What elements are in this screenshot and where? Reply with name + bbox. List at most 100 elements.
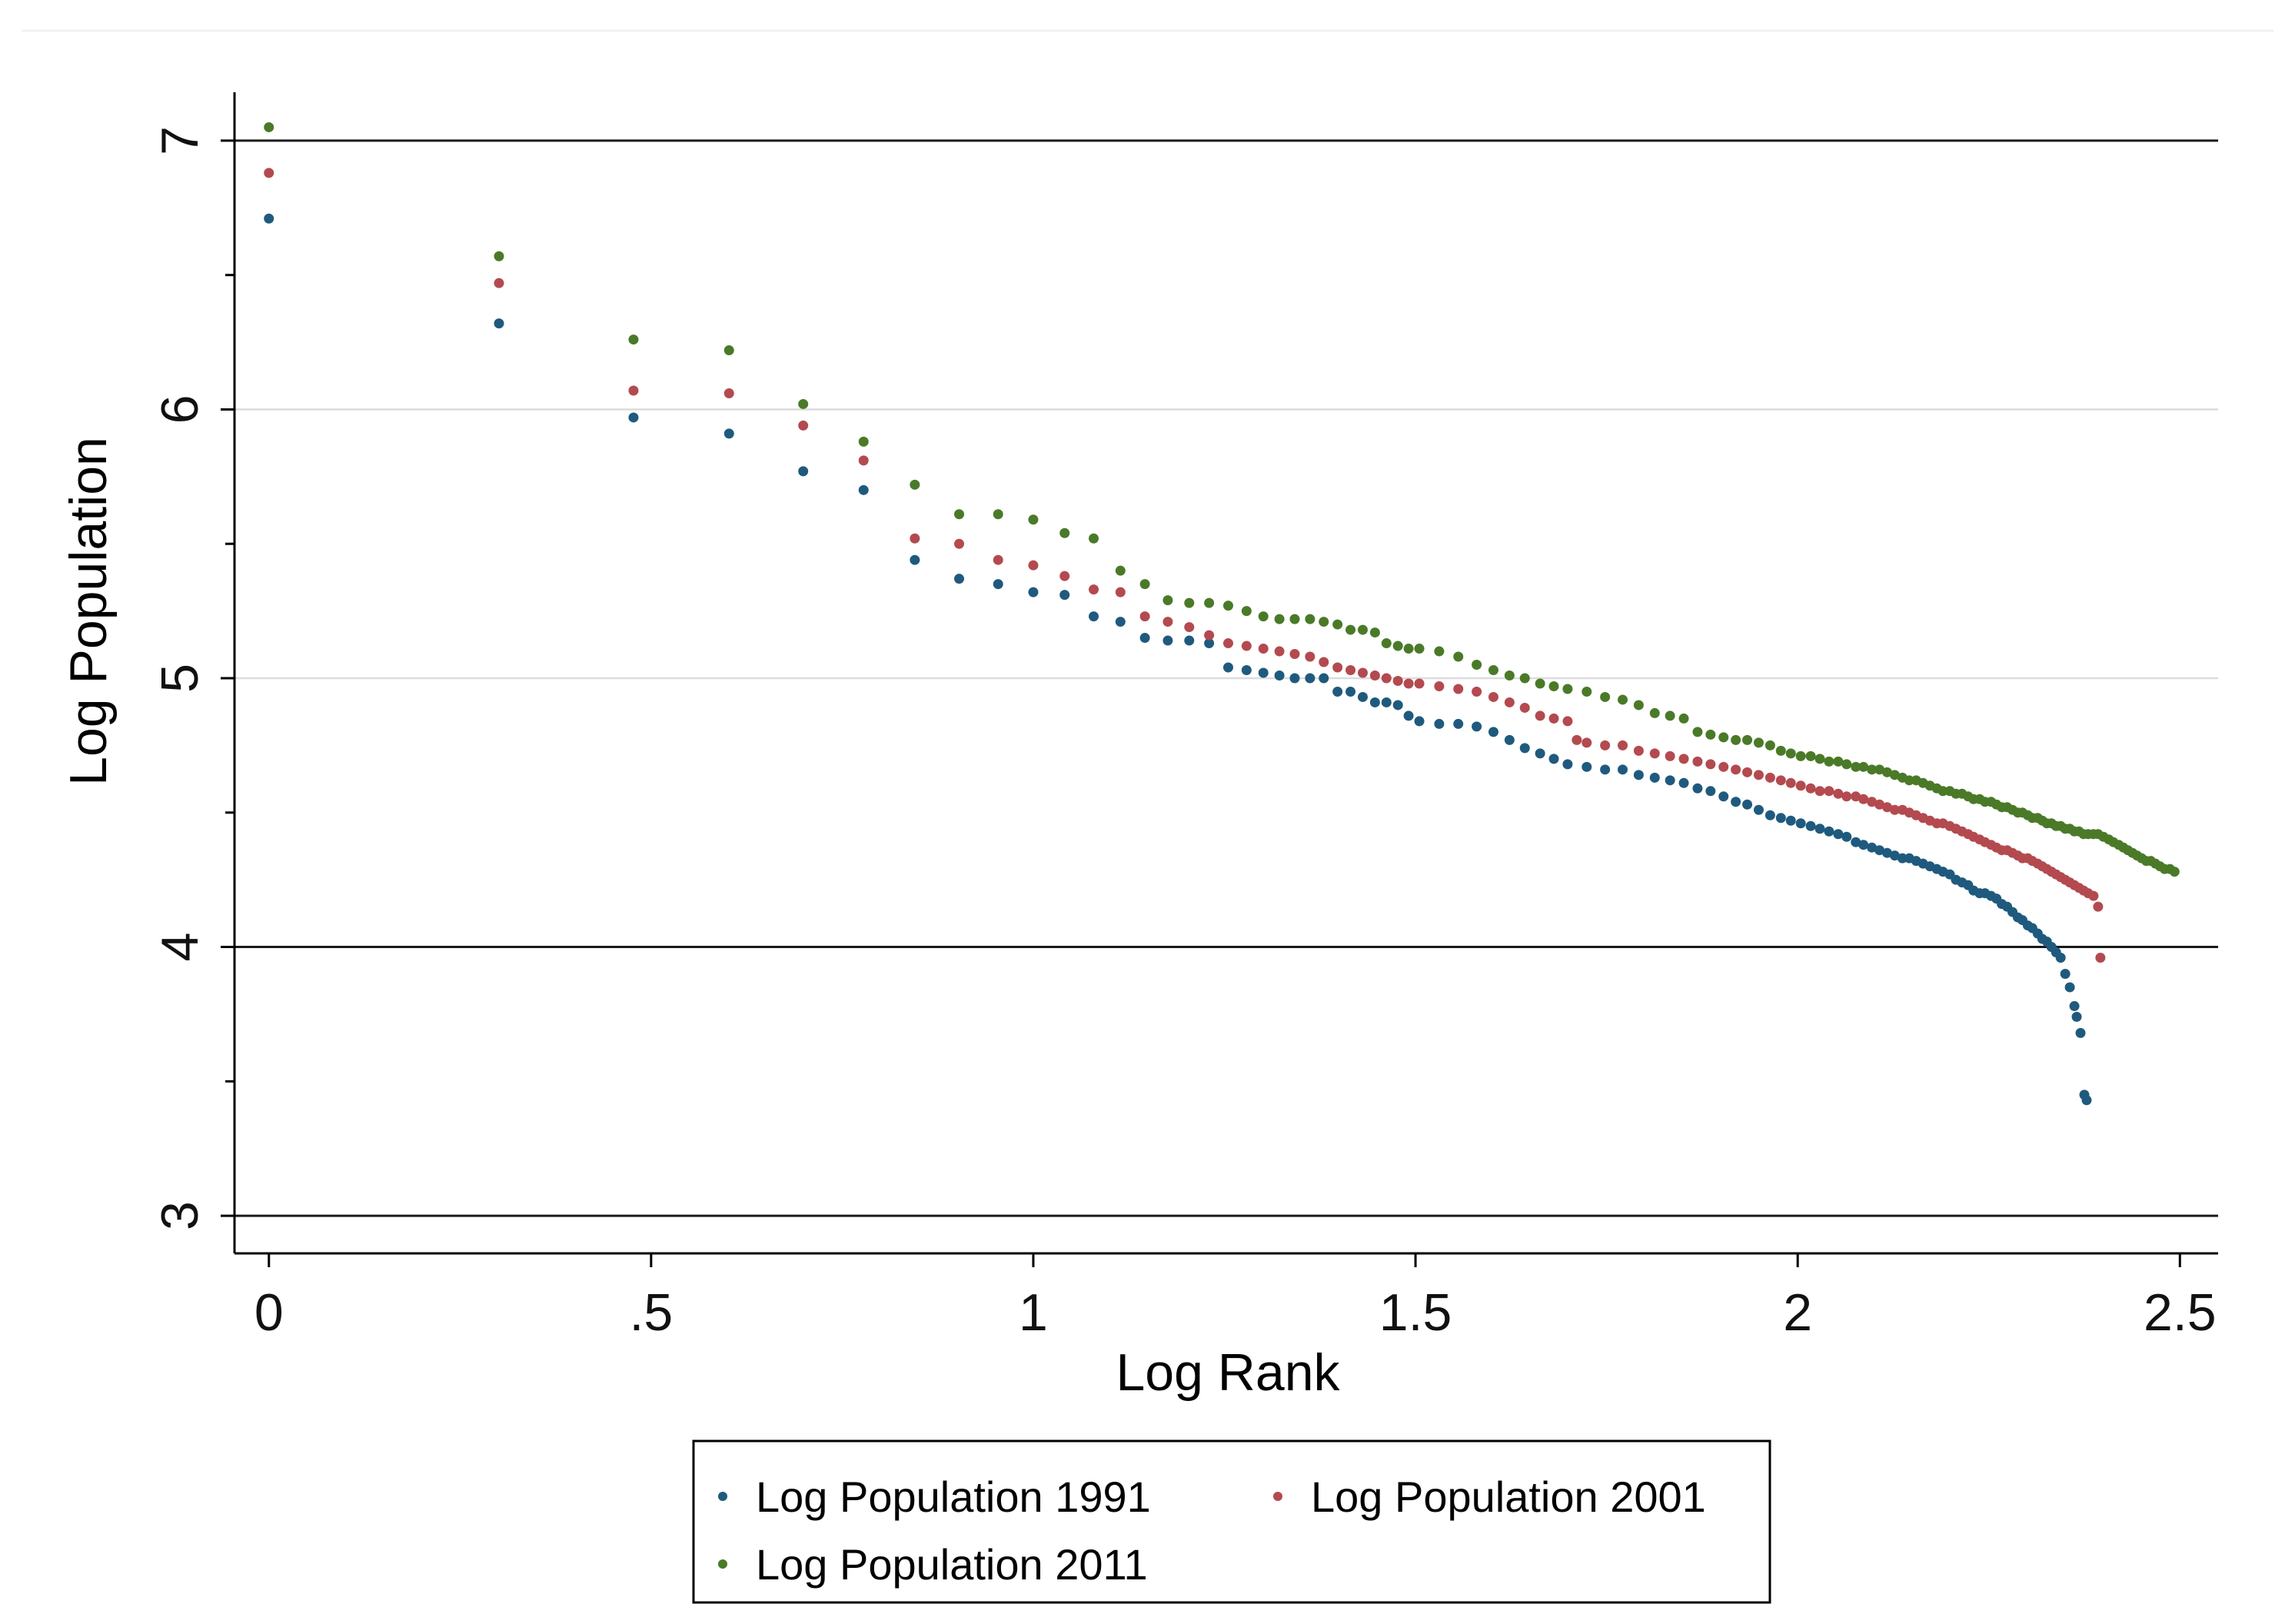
data-point [1649, 772, 1660, 783]
data-point [1692, 783, 1703, 794]
data-point [1851, 761, 1861, 772]
data-point [1519, 673, 1530, 684]
data-point [1582, 761, 1592, 772]
series-log-population-2001 [264, 168, 2106, 963]
legend-label-1991: Log Population 1991 [756, 1473, 1151, 1521]
legend-marker-2011 [718, 1559, 727, 1569]
data-point [1833, 788, 1844, 799]
data-point [1649, 748, 1660, 759]
data-point [1633, 700, 1644, 710]
data-point [993, 579, 1003, 590]
data-point [1841, 831, 1852, 842]
x-tick-label-1: 1 [1019, 1283, 1048, 1342]
data-point [1392, 675, 1403, 686]
data-point [1274, 670, 1285, 681]
data-point [1488, 665, 1498, 676]
data-point [1535, 710, 1545, 721]
data-point [1184, 597, 1195, 608]
data-point [1453, 684, 1464, 694]
data-point [1434, 681, 1445, 691]
data-point [1824, 756, 1834, 767]
data-point [1795, 750, 1806, 761]
data-point [1403, 644, 1414, 654]
data-point [1369, 627, 1380, 638]
data-point [1403, 678, 1414, 689]
data-point [1305, 651, 1315, 662]
data-point [1453, 651, 1464, 662]
data-point [1665, 775, 1675, 786]
data-point [1139, 611, 1150, 622]
data-point [1139, 579, 1150, 590]
data-point [1059, 527, 1070, 538]
data-point [1115, 565, 1126, 576]
data-point [1162, 635, 1173, 646]
legend: Log Population 1991 Log Population 2001 … [692, 1439, 1771, 1604]
data-point [1692, 756, 1703, 767]
data-point [1858, 840, 1869, 850]
data-point [1414, 678, 1425, 689]
data-point [1535, 748, 1545, 759]
data-point [1241, 641, 1252, 651]
data-point [1274, 646, 1285, 657]
data-point [1204, 630, 1215, 641]
data-point [264, 121, 274, 132]
data-point [1678, 754, 1689, 764]
data-point [1414, 716, 1425, 727]
data-point [1332, 662, 1343, 673]
data-point [1139, 633, 1150, 644]
data-point [910, 554, 920, 565]
data-point [1889, 770, 1900, 780]
data-point [1504, 670, 1515, 681]
data-point [628, 334, 639, 345]
legend-marker-1991 [718, 1492, 727, 1501]
data-point [264, 168, 274, 178]
data-point [1381, 638, 1392, 649]
data-point [1649, 707, 1660, 718]
legend-box [692, 1439, 1771, 1604]
data-point [1805, 750, 1816, 761]
data-point [1089, 533, 1099, 544]
data-point [1678, 713, 1689, 724]
data-point [1572, 734, 1582, 745]
data-point [1582, 737, 1592, 748]
data-point [1882, 767, 1893, 777]
data-point [1028, 560, 1039, 571]
data-point [628, 385, 639, 396]
data-point [1472, 686, 1482, 697]
data-point [1858, 761, 1869, 772]
data-point [1305, 614, 1315, 624]
data-point [1851, 837, 1861, 847]
data-point [1897, 853, 1908, 864]
data-point [2095, 953, 2106, 963]
data-point [1874, 799, 1885, 810]
data-point [1742, 734, 1753, 745]
data-point [1775, 813, 1786, 824]
data-point [1785, 748, 1796, 759]
data-point [910, 479, 920, 490]
data-point [1618, 740, 1628, 750]
data-point [494, 318, 504, 329]
data-point [2055, 953, 2066, 963]
data-point [1184, 635, 1195, 646]
data-point [723, 345, 734, 356]
data-point [1858, 794, 1869, 804]
data-point [1089, 584, 1099, 595]
data-point [1392, 700, 1403, 710]
data-point [1369, 697, 1380, 707]
data-point [1258, 644, 1269, 654]
data-point [1345, 665, 1356, 676]
data-point [1705, 759, 1716, 770]
data-point [1764, 810, 1775, 820]
data-point [1814, 754, 1825, 764]
data-point [1059, 571, 1070, 581]
data-point [1488, 691, 1498, 702]
y-tick-label-3: 3 [151, 1201, 209, 1230]
data-point [1519, 743, 1530, 754]
data-point [1162, 595, 1173, 606]
legend-label-2011: Log Population 2011 [756, 1540, 1148, 1589]
data-point [264, 213, 274, 224]
data-point [1678, 777, 1689, 788]
data-point [1319, 657, 1329, 667]
data-point [1289, 673, 1300, 684]
x-tick-label-2: 2 [1783, 1283, 1812, 1342]
